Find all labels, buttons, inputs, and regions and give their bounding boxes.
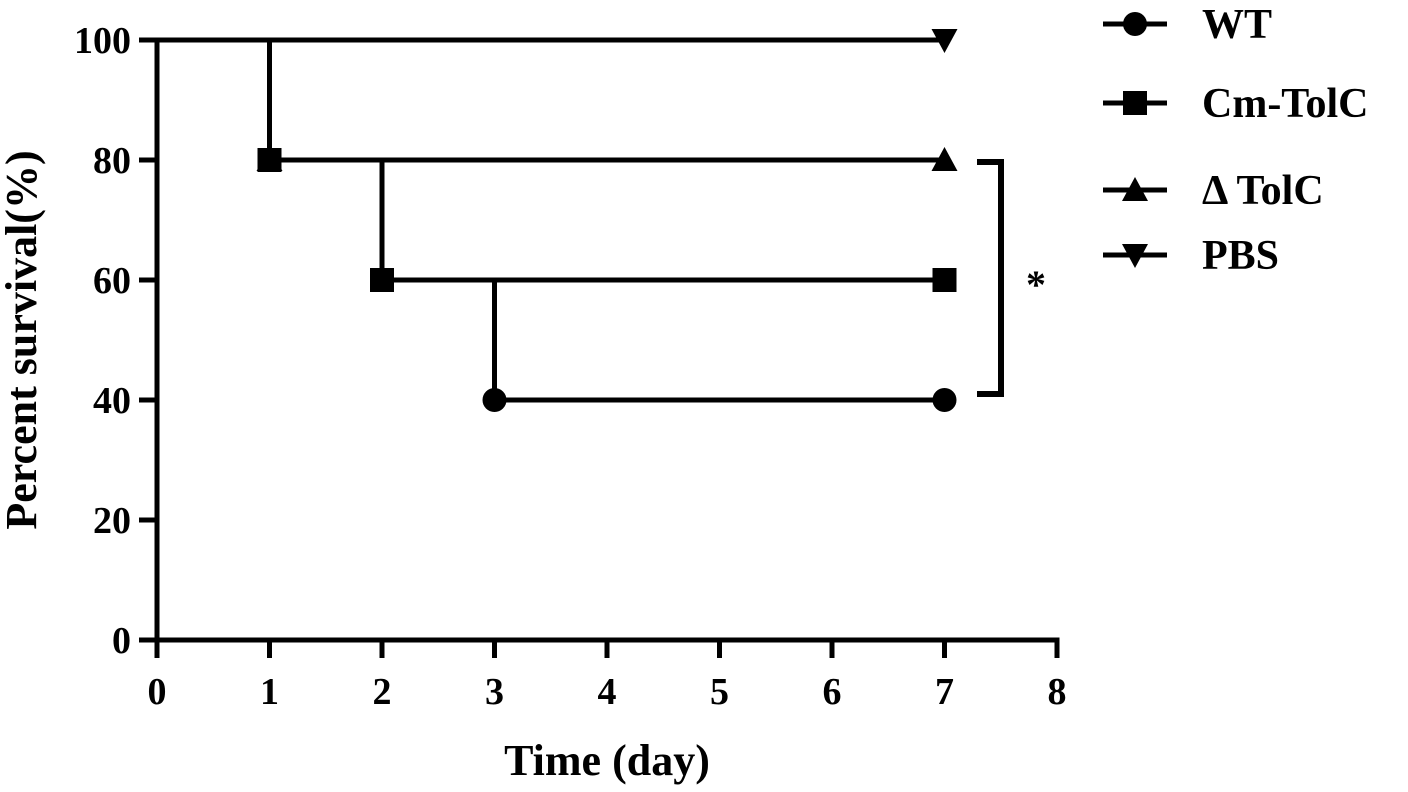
- x-tick-label: 6: [823, 671, 842, 713]
- x-axis-title: Time (day): [504, 736, 710, 785]
- y-tick-label: 40: [93, 380, 131, 422]
- legend-item-wt: WT: [1103, 2, 1272, 48]
- data-point-pbs: [931, 29, 958, 53]
- legend-label: PBS: [1202, 233, 1279, 279]
- legend-label: WT: [1202, 2, 1272, 48]
- legend-marker-circle: [1123, 12, 1147, 36]
- series-pbs: [157, 29, 958, 53]
- data-point-wt: [932, 388, 957, 412]
- axes: 0 20 40 60 80 100 0 1 2 3 4 5 6 7 8 Time (day) Percent s…: [0, 20, 1067, 785]
- significance-bracket: *: [977, 159, 1046, 397]
- bracket-line: [977, 159, 1004, 397]
- x-tick-label: 0: [148, 671, 167, 713]
- y-axis-title: Percent survival(%): [0, 150, 46, 529]
- data-point-tolc: [256, 147, 283, 171]
- legend-label: Cm-TolC: [1202, 81, 1368, 127]
- legend: WT Cm-TolC Δ TolC PBS: [1103, 2, 1368, 279]
- y-tick-label: 0: [112, 620, 131, 662]
- x-tick-label: 4: [598, 671, 617, 713]
- legend-marker-square: [1123, 91, 1147, 115]
- x-tick-label: 7: [935, 671, 954, 713]
- x-tick-label: 3: [485, 671, 504, 713]
- legend-label: Δ TolC: [1202, 168, 1324, 214]
- annotations: *: [977, 159, 1046, 397]
- y-tick-label: 80: [93, 140, 131, 182]
- x-tick-label: 1: [260, 671, 279, 713]
- legend-item-cm-tolc: Cm-TolC: [1103, 81, 1368, 127]
- legend-item-pbs: PBS: [1103, 233, 1279, 279]
- x-tick-label: 5: [710, 671, 729, 713]
- data-point-tolc: [931, 147, 958, 171]
- legend-item-tolc: Δ TolC: [1103, 168, 1324, 214]
- y-tick-label: 60: [93, 260, 131, 302]
- series-line-wt: [157, 37, 945, 403]
- series-line-tolc: [157, 37, 945, 163]
- data-point-wt: [482, 388, 507, 412]
- y-tick-label: 20: [93, 500, 131, 542]
- legend-marker-triangle-up: [1122, 177, 1148, 201]
- data-point-cm-tolc: [370, 268, 394, 292]
- y-tick-label: 100: [74, 20, 131, 62]
- x-tick-label: 8: [1048, 671, 1067, 713]
- series-layer: [157, 29, 958, 412]
- legend-marker-triangle-down: [1122, 244, 1148, 268]
- significance-star: *: [1026, 262, 1046, 307]
- x-tick-label: 2: [373, 671, 392, 713]
- data-point-cm-tolc: [932, 268, 957, 292]
- series-wt: [157, 37, 957, 412]
